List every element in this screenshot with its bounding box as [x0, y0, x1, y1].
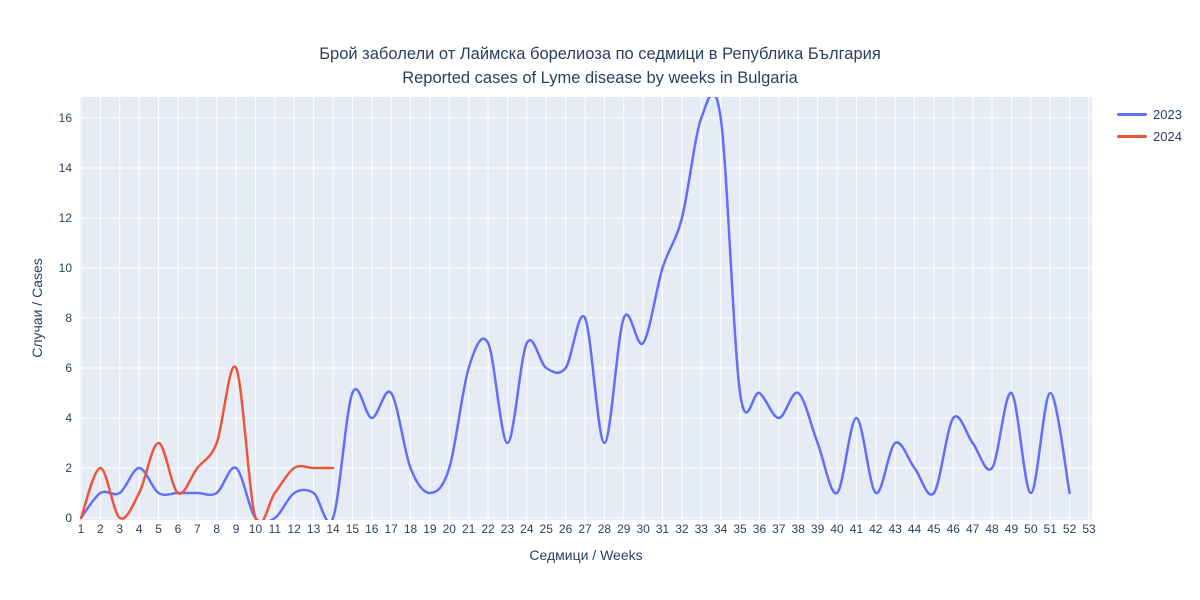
- x-tick-label: 16: [365, 522, 379, 536]
- x-tick-label: 37: [772, 522, 786, 536]
- x-tick-label: 14: [326, 522, 340, 536]
- x-tick-label: 19: [423, 522, 437, 536]
- x-tick-label: 1: [77, 522, 85, 536]
- plot-area: [80, 97, 1092, 520]
- x-tick-label: 53: [1082, 522, 1096, 536]
- y-tick-label: 10: [58, 261, 72, 275]
- x-tick-label: 44: [907, 522, 922, 536]
- x-tick-label: 23: [500, 522, 515, 536]
- x-tick-label: 3: [116, 522, 124, 536]
- x-tick-label: 47: [966, 522, 980, 536]
- x-tick-label: 18: [403, 522, 418, 536]
- x-tick-label: 52: [1062, 522, 1077, 536]
- x-tick-label: 49: [1004, 522, 1019, 536]
- x-tick-label: 8: [213, 522, 221, 536]
- chart-title-line2: Reported cases of Lyme disease by weeks …: [402, 69, 798, 87]
- legend-item-2024[interactable]: 2024: [1117, 125, 1182, 147]
- x-tick-label: 30: [636, 522, 650, 536]
- x-tick-label: 32: [675, 522, 689, 536]
- y-tick-label: 4: [65, 411, 72, 425]
- y-tick-label: 14: [58, 161, 72, 175]
- x-tick-label: 9: [232, 522, 240, 536]
- x-tick-label: 39: [810, 522, 825, 536]
- x-tick-label: 42: [869, 522, 883, 536]
- chart-title-line1: Брой заболели от Лаймска борелиоза по се…: [319, 45, 881, 63]
- x-tick-label: 12: [287, 522, 301, 536]
- legend-line-swatch: [1117, 112, 1147, 116]
- x-tick-label: 22: [481, 522, 495, 536]
- x-tick-label: 29: [617, 522, 631, 536]
- x-tick-label: 46: [946, 522, 960, 536]
- legend-item-2023[interactable]: 2023: [1117, 103, 1182, 125]
- x-tick-label: 50: [1024, 522, 1038, 536]
- x-tick-label: 25: [539, 522, 553, 536]
- y-axis-tick-labels: 0 2 4 6 8 10 12 14 16: [0, 97, 72, 525]
- x-tick-label: 13: [306, 522, 321, 536]
- y-axis-title: Случаи / Cases: [29, 258, 45, 358]
- legend-line-swatch: [1117, 134, 1147, 138]
- x-tick-label: 38: [791, 522, 805, 536]
- y-tick-label: 2: [65, 461, 72, 475]
- x-tick-label: 41: [849, 522, 864, 536]
- x-tick-label: 43: [888, 522, 902, 536]
- y-tick-label: 0: [65, 511, 72, 525]
- x-tick-label: 27: [578, 522, 592, 536]
- legend: 2023 2024: [1117, 103, 1182, 147]
- x-axis-title: Седмици / Weeks: [529, 547, 643, 563]
- x-tick-label: 28: [597, 522, 612, 536]
- y-tick-label: 8: [65, 311, 72, 325]
- x-tick-label: 48: [985, 522, 999, 536]
- series-line-2024: [80, 365, 335, 520]
- x-tick-label: 7: [193, 522, 201, 536]
- x-tick-label: 31: [655, 522, 670, 536]
- x-axis-tick-labels: 1 2 3 4 5 6 7 8 9 10 11 12 13 14 15 16 17 18 19 20 21 22 23 24 2…: [0, 522, 1200, 538]
- x-tick-label: 35: [733, 522, 747, 536]
- x-tick-label: 6: [174, 522, 182, 536]
- x-tick-label: 36: [752, 522, 767, 536]
- x-tick-label: 33: [694, 522, 708, 536]
- legend-label: 2024: [1153, 128, 1182, 144]
- x-tick-label: 45: [927, 522, 941, 536]
- x-tick-label: 21: [462, 522, 476, 536]
- x-tick-label: 17: [384, 522, 398, 536]
- x-tick-label: 11: [268, 522, 282, 536]
- plot-background: [80, 97, 1092, 520]
- y-tick-label: 16: [58, 111, 72, 125]
- x-tick-label: 51: [1043, 522, 1057, 536]
- x-tick-label: 4: [135, 522, 143, 536]
- legend-label: 2023: [1153, 106, 1182, 122]
- x-tick-label: 20: [442, 522, 456, 536]
- x-tick-label: 2: [97, 522, 104, 536]
- chart-title: Брой заболели от Лаймска борелиоза по се…: [0, 42, 1200, 90]
- y-tick-label: 6: [65, 361, 72, 375]
- x-tick-label: 40: [830, 522, 844, 536]
- x-tick-label: 5: [155, 522, 162, 536]
- x-tick-label: 24: [520, 522, 534, 536]
- series-line-2023: [80, 97, 1071, 520]
- x-tick-label: 15: [345, 522, 360, 536]
- y-tick-label: 12: [58, 211, 72, 225]
- x-tick-label: 10: [248, 522, 263, 536]
- x-tick-label: 34: [714, 522, 728, 536]
- x-tick-label: 26: [558, 522, 573, 536]
